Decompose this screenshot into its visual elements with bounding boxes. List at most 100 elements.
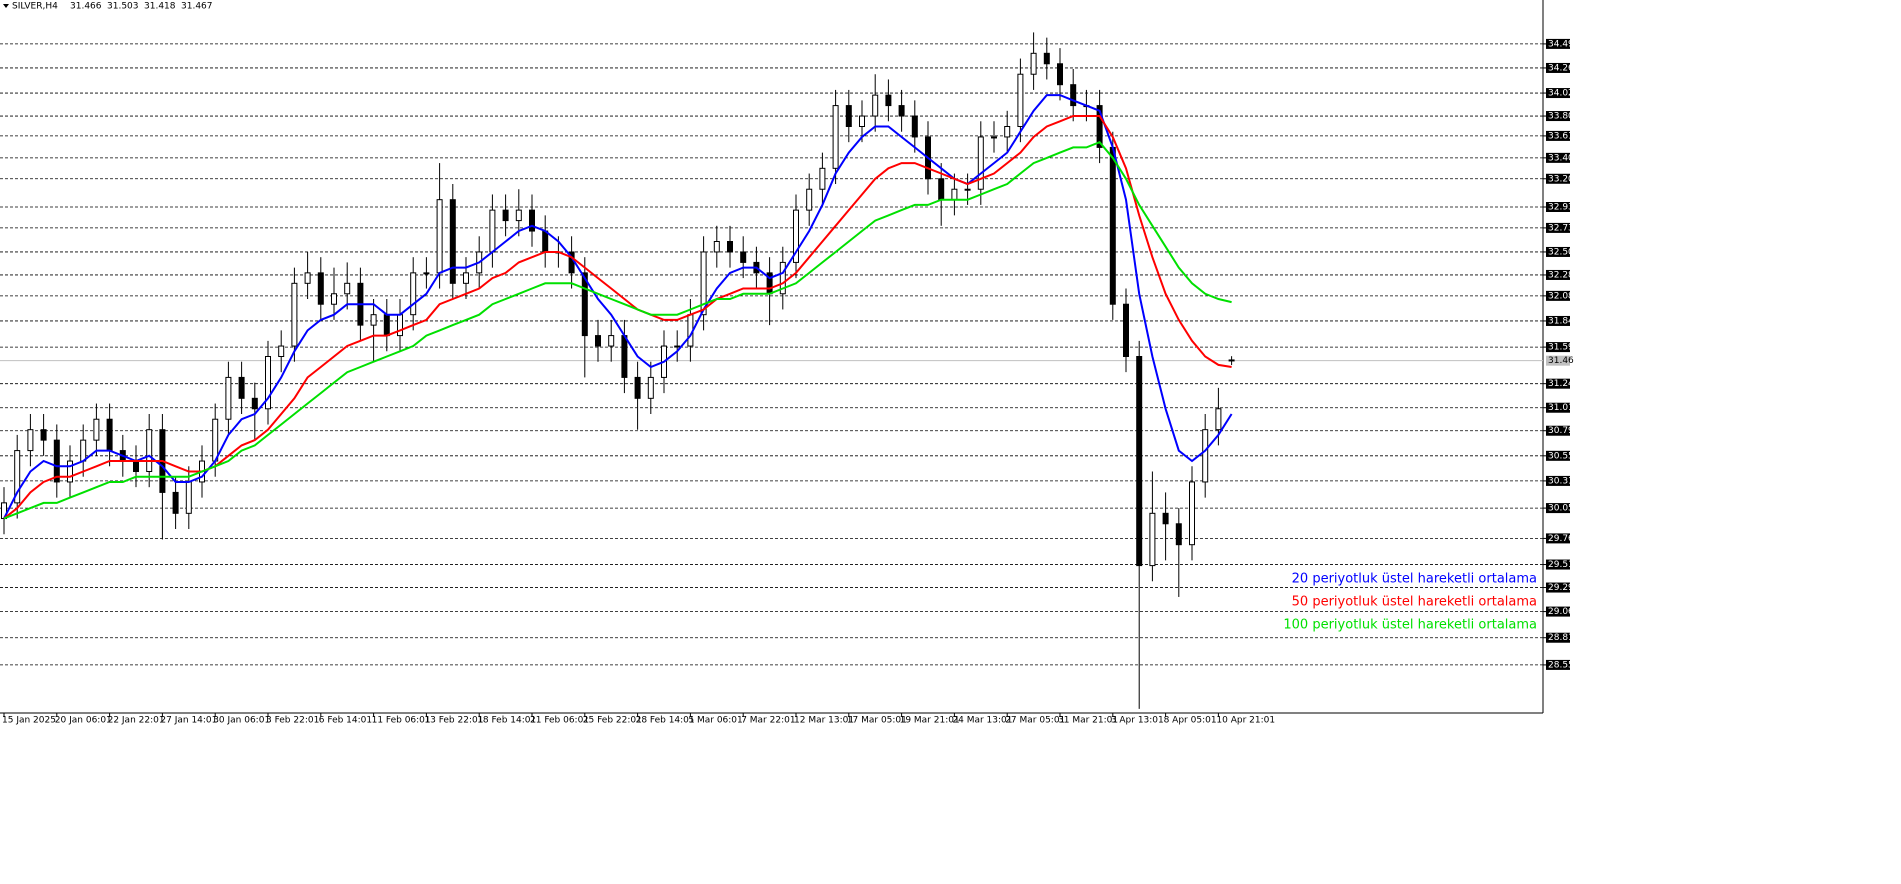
candle-body [542,230,549,253]
y-tick-label: 29.06 [1548,607,1574,617]
candle-body [251,397,258,410]
collapse-arrow [3,4,9,8]
candle-body [793,209,799,263]
candle-body [634,376,641,399]
candle-body [238,376,245,399]
candle-body [819,167,826,190]
candle-body [977,136,984,190]
candle-body [1057,63,1063,86]
x-tick-label: 20 Jan 06:01 [55,716,112,726]
y-tick-label: 33.61 [1548,131,1574,141]
quote-value: 31.466 [70,2,102,12]
price-label-bg [1546,152,1570,163]
y-tick-label: 29.51 [1548,560,1574,570]
y-tick-label: 34.49 [1548,39,1574,49]
y-tick-label: 31.59 [1548,343,1574,353]
price-label-bg [1546,606,1570,617]
quote-value: 31.467 [181,2,213,12]
candle-body [1030,52,1037,75]
candle-body [383,314,390,337]
price-label-bg [1546,315,1570,326]
candle-body [779,261,786,295]
candle-body [1096,105,1103,148]
candle-body [1109,146,1116,305]
x-tick-label: 5 Mar 06:01 [688,716,742,726]
candle-body [1,502,7,520]
candle-body [911,115,918,138]
candle-body [172,491,179,514]
candle-body [1202,429,1209,483]
y-tick-label: 32.73 [1548,223,1574,233]
x-tick-label: 22 Jan 22:01 [108,716,165,726]
candle-body [93,418,100,441]
x-tick-label: 3 Apr 13:01 [1111,716,1164,726]
current-price-bg [1546,355,1570,366]
price-label-bg [1546,88,1570,99]
y-tick-label: 33.20 [1548,174,1574,184]
ema-line [3,141,1232,520]
x-tick-label: 25 Feb 22:01 [583,716,642,726]
candle-body [515,209,522,222]
y-tick-label: 30.79 [1548,426,1574,436]
candle-body [1070,84,1077,107]
candle-body [344,282,351,295]
x-tick-label: 3 Feb 22:01 [266,716,319,726]
quote-value: 31.418 [144,2,176,12]
price-label-bg [1546,111,1570,122]
price-label-bg [1546,533,1570,544]
candle-body [991,136,997,139]
candle-body [185,481,192,514]
candle-body [885,94,892,107]
candle-body [225,376,232,420]
y-tick-label: 30.31 [1548,476,1574,486]
y-tick-label: 34.26 [1548,63,1574,73]
price-label-bg [1546,559,1570,570]
candle-body [713,241,720,253]
price-label-bg [1546,202,1570,212]
price-label-bg [1546,632,1570,643]
candle-body [1149,512,1156,567]
x-tick-label: 21 Feb 06:01 [530,716,589,726]
quote-value: 31.503 [107,2,139,12]
y-tick-label: 33.40 [1548,153,1574,163]
x-tick-label: 18 Feb 14:01 [477,716,536,726]
candle-body [1136,356,1143,567]
candle-body [27,429,34,452]
price-label-bg [1546,450,1570,461]
candle-body [502,209,509,222]
y-tick-label: 33.80 [1548,112,1574,122]
legend-entry: 100 periyotluk üstel hareketli ortalama [1283,618,1537,633]
candle-body [647,376,654,399]
y-tick-label: 34.02 [1548,89,1574,99]
candle-body [1123,303,1129,357]
candle-body [53,439,60,483]
x-tick-label: 27 Jan 14:01 [160,716,217,726]
candle-body [700,251,707,316]
price-label-bg [1546,582,1570,593]
x-tick-label: 10 Apr 21:01 [1216,716,1275,726]
candle-body [304,272,311,284]
price-label-bg [1546,503,1570,514]
candle-body [845,105,852,128]
y-tick-label: 31.24 [1548,379,1574,389]
y-tick-label: 32.28 [1548,270,1574,280]
price-label-bg [1546,342,1570,353]
candle-body [1189,481,1195,546]
price-label-bg [1546,425,1570,436]
price-label-bg [1546,269,1570,280]
candle-body [133,460,139,472]
candle-body [40,429,47,441]
y-tick-label: 29.76 [1548,534,1574,544]
candle-body [436,199,443,274]
candle-body [489,209,496,253]
price-label-bg [1546,173,1570,184]
y-tick-label: 31.01 [1548,403,1574,413]
price-label-bg [1546,475,1570,486]
candle-body [581,272,588,337]
price-label-bg [1546,38,1570,49]
legend-entry: 20 periyotluk üstel hareketli ortalama [1292,572,1537,587]
candle-body [859,115,865,128]
y-tick-label: 32.50 [1548,247,1574,257]
